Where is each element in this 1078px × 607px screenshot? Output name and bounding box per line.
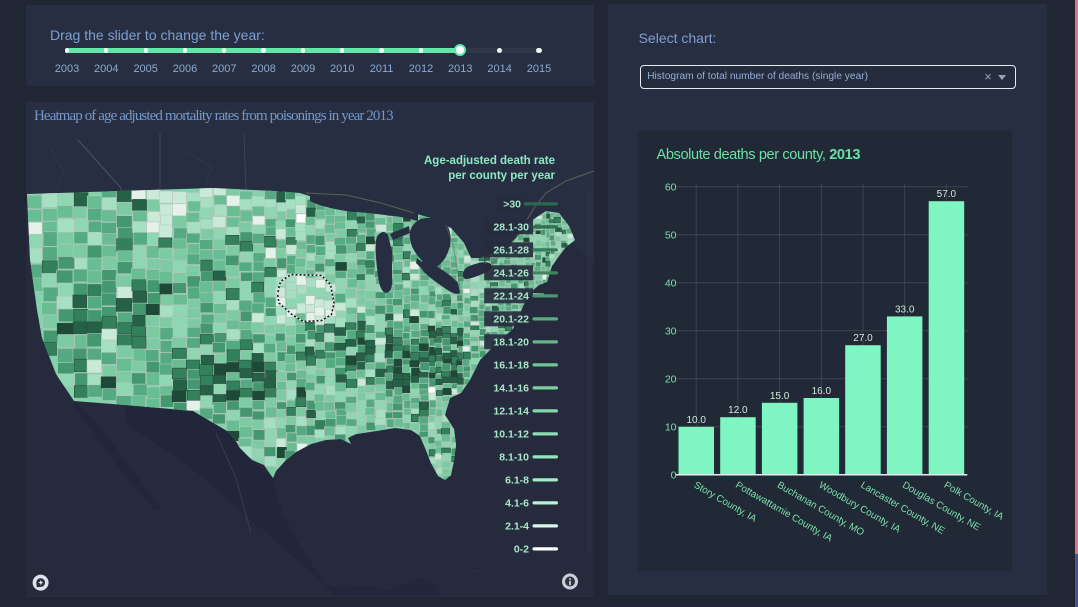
svg-text:16.1-18: 16.1-18 xyxy=(493,360,529,372)
svg-text:6.1-8: 6.1-8 xyxy=(505,475,529,487)
svg-text:30: 30 xyxy=(665,325,677,337)
svg-text:>30: >30 xyxy=(503,199,521,211)
svg-text:28.1-30: 28.1-30 xyxy=(493,222,529,234)
svg-text:24.1-26: 24.1-26 xyxy=(493,268,529,280)
svg-text:20: 20 xyxy=(665,373,677,385)
svg-text:60: 60 xyxy=(665,181,677,193)
svg-text:10.0: 10.0 xyxy=(686,415,706,426)
svg-text:Absolute deaths per county, 20: Absolute deaths per county, 2013 xyxy=(657,147,861,163)
svg-text:12.0: 12.0 xyxy=(728,405,748,416)
svg-text:27.0: 27.0 xyxy=(853,333,873,344)
svg-text:20.1-22: 20.1-22 xyxy=(493,314,529,326)
svg-text:per county per year: per county per year xyxy=(448,170,555,182)
svg-text:2.1-4: 2.1-4 xyxy=(505,521,529,533)
svg-text:8.1-10: 8.1-10 xyxy=(499,452,529,464)
svg-text:50: 50 xyxy=(665,229,677,241)
svg-text:40: 40 xyxy=(665,277,677,289)
svg-text:12.1-14: 12.1-14 xyxy=(493,406,529,418)
svg-text:15.0: 15.0 xyxy=(770,391,790,402)
svg-text:33.0: 33.0 xyxy=(895,304,915,315)
svg-text:4.1-6: 4.1-6 xyxy=(505,498,529,510)
svg-text:26.1-28: 26.1-28 xyxy=(493,245,529,257)
svg-text:18.1-20: 18.1-20 xyxy=(493,337,529,349)
svg-text:14.1-16: 14.1-16 xyxy=(493,383,529,395)
svg-text:0: 0 xyxy=(671,469,677,481)
svg-text:Age-adjusted death rate: Age-adjusted death rate xyxy=(424,155,555,167)
svg-text:22.1-24: 22.1-24 xyxy=(493,291,529,303)
svg-text:16.0: 16.0 xyxy=(812,386,832,397)
svg-text:10.1-12: 10.1-12 xyxy=(493,429,529,441)
svg-text:57.0: 57.0 xyxy=(937,189,957,200)
svg-text:0-2: 0-2 xyxy=(514,544,529,556)
svg-text:10: 10 xyxy=(665,421,677,433)
